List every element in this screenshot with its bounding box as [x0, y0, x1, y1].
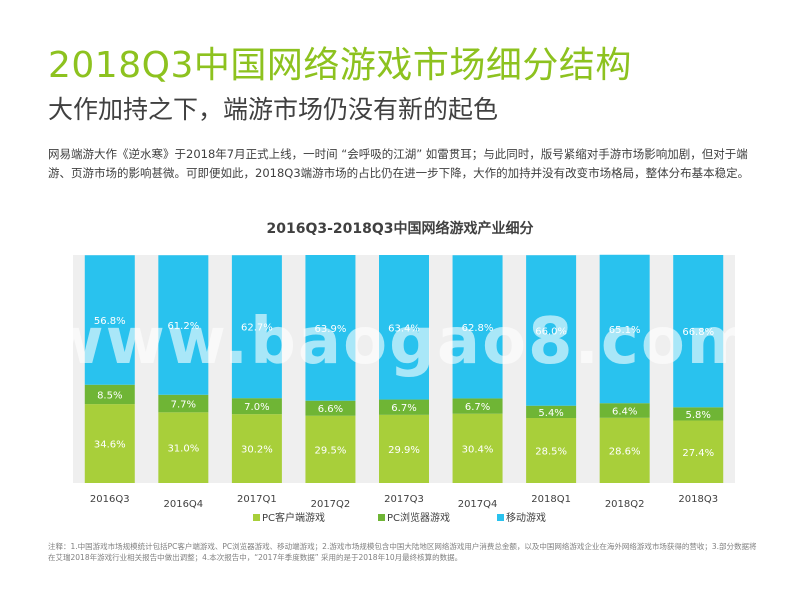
bar-segment [452, 413, 503, 483]
data-label: 6.4% [612, 406, 637, 417]
data-label: 5.8% [686, 410, 711, 421]
data-label: 65.1% [609, 325, 641, 336]
bar-segment [84, 384, 135, 405]
legend-swatch [253, 514, 260, 521]
bar-segment [526, 405, 577, 419]
x-tick-label: 2016Q4 [163, 499, 203, 510]
data-label: 62.7% [241, 323, 273, 334]
x-tick-label: 2017Q2 [311, 499, 351, 510]
bar-segment [379, 414, 429, 483]
data-label: 28.5% [535, 447, 567, 458]
x-tick-label: 2017Q3 [384, 494, 424, 505]
bar-segment [231, 398, 282, 415]
x-tick-label: 2017Q1 [237, 494, 277, 505]
data-label: 28.6% [609, 446, 641, 457]
bar-segment [231, 255, 282, 399]
bar-segment [673, 420, 724, 483]
bar-segment [379, 399, 429, 415]
data-label: 31.0% [167, 444, 199, 455]
page-subtitle: 大作加持之下，端游市场仍没有新的起色 [48, 95, 499, 124]
bar-segment [379, 255, 429, 400]
data-label: 56.8% [94, 316, 126, 327]
bar-segment [452, 255, 503, 399]
data-label: 62.8% [462, 323, 494, 334]
footnote: 注释：1.中国游戏市场规模统计包括PC客户端游戏、PC浏览器游戏、移动端游戏；2… [48, 542, 757, 562]
data-label: 66.8% [682, 327, 714, 338]
legend-swatch [497, 514, 504, 521]
bar-segment [84, 404, 135, 483]
data-label: 30.4% [462, 444, 494, 455]
data-label: 6.7% [465, 402, 490, 413]
data-label: 63.9% [315, 324, 347, 335]
bar-segment [599, 403, 650, 418]
legend-label: 移动游戏 [506, 511, 546, 524]
bar-segment [673, 255, 724, 408]
bar-segment [305, 255, 356, 401]
data-label: 29.5% [315, 445, 347, 456]
data-label: 27.4% [682, 448, 714, 459]
data-label: 8.5% [97, 390, 122, 401]
data-label: 61.2% [167, 321, 199, 332]
data-label: 5.4% [538, 408, 563, 419]
data-label: 34.6% [94, 440, 126, 451]
data-label: 7.0% [244, 402, 269, 413]
legend-label: PC浏览器游戏 [387, 511, 450, 524]
bar-segment [158, 412, 209, 483]
x-tick-label: 2018Q3 [678, 494, 718, 505]
data-label: 7.7% [171, 400, 196, 411]
x-tick-label: 2018Q1 [531, 494, 571, 505]
data-label: 6.6% [318, 404, 343, 415]
data-label: 63.4% [388, 323, 420, 334]
legend-label: PC客户端游戏 [262, 511, 325, 524]
bar-segment [673, 407, 724, 421]
bar-segment [158, 394, 209, 413]
data-label: 29.9% [388, 445, 420, 456]
body-paragraph: 网易端游大作《逆水寒》于2018年7月正式上线，一时间 “会呼吸的江湖” 如雷贯… [48, 147, 750, 180]
chart-title: 2016Q3-2018Q3中国网络游戏产业细分 [266, 221, 534, 237]
bar-segment [84, 255, 135, 385]
data-label: 66.0% [535, 326, 567, 337]
stacked-bar-chart: 34.6% 8.5% 56.8% 2016Q3 31.0% 7.7% 61.2% 2016Q4… [73, 254, 735, 524]
legend-swatch [378, 514, 385, 521]
data-label: 30.2% [241, 445, 273, 456]
bar-segment [305, 415, 356, 483]
data-label: 6.7% [391, 403, 416, 414]
bar-segment [452, 398, 503, 414]
bar-segment [305, 400, 356, 416]
bar-segment [231, 414, 282, 483]
bar-segment [526, 255, 577, 406]
bar-segment [599, 417, 650, 483]
x-tick-label: 2017Q4 [458, 499, 498, 510]
x-tick-label: 2016Q3 [90, 494, 130, 505]
x-tick-label: 2018Q2 [605, 499, 645, 510]
bar-segment [526, 418, 577, 483]
page-title: 2018Q3中国网络游戏市场细分结构 [48, 45, 632, 86]
bar-segment [599, 254, 650, 404]
bar-segment [158, 255, 209, 395]
